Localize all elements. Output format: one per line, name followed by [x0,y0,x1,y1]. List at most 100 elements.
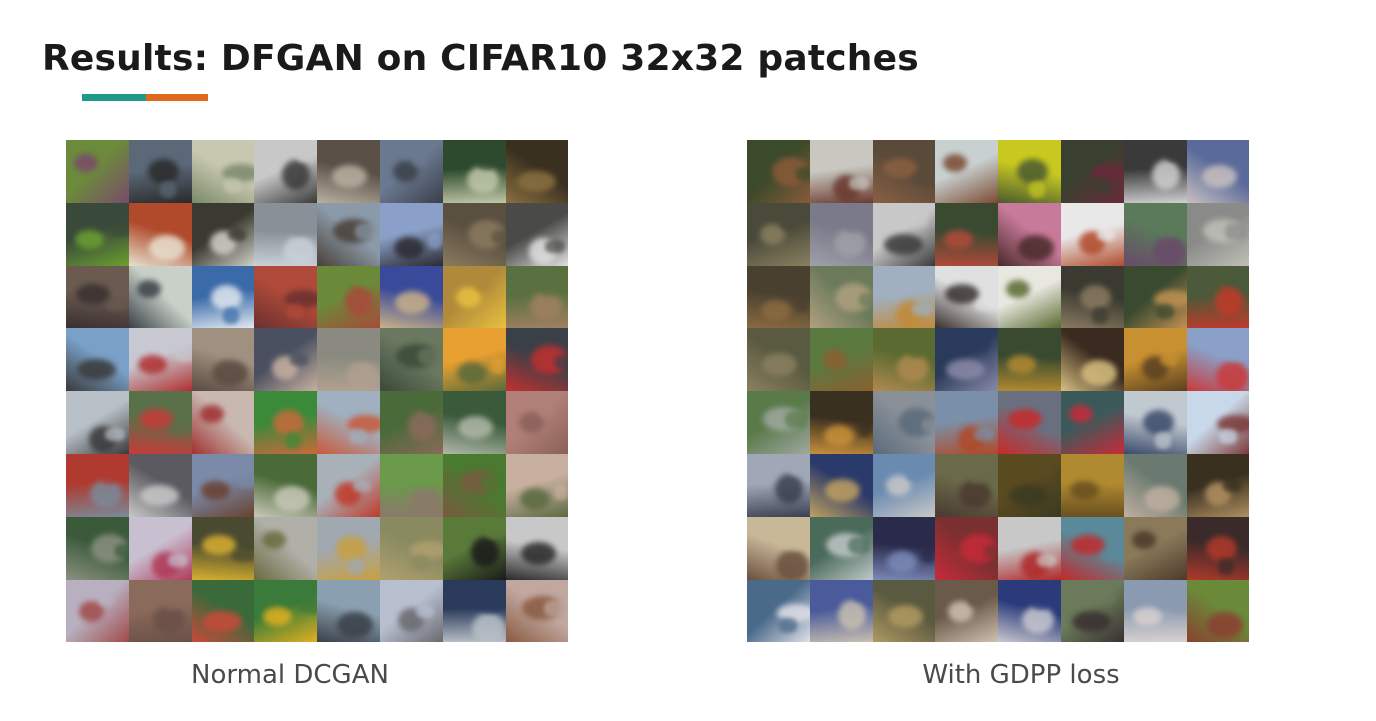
sample-image-tile [998,579,1061,643]
sample-image-tile [998,202,1061,266]
sample-image-tile [872,579,936,643]
sample-image-tile [872,202,936,266]
sample-image-tile [66,140,129,203]
sample-image-tile [747,328,810,392]
title-underline-orange [146,94,208,101]
sample-image-tile [191,453,255,517]
sample-image-tile [128,579,192,643]
sample-image-tile [1123,328,1187,392]
sample-image-tile [1123,453,1187,517]
sample-image-tile [442,579,506,643]
sample-image-tile [505,202,569,266]
sample-image-tile [66,202,129,266]
sample-image-tile [66,516,129,580]
sample-image-tile [317,579,380,643]
sample-image-tile [379,391,443,454]
sample-image-tile [66,391,129,454]
sample-image-tile [1123,516,1187,580]
title-underline-teal [82,94,146,101]
dcgan-caption: Normal DCGAN [191,660,389,690]
sample-image-tile [998,328,1061,392]
sample-image-tile [747,140,810,203]
sample-image-tile [128,140,192,203]
sample-image-tile [505,328,569,392]
sample-image-tile [128,265,192,329]
sample-image-tile [128,202,192,266]
sample-image-tile [998,265,1061,329]
sample-image-tile [998,391,1061,454]
sample-image-tile [191,265,255,329]
sample-image-tile [66,265,129,329]
sample-image-tile [442,391,506,454]
sample-image-tile [1060,579,1124,643]
sample-image-tile [505,579,569,643]
sample-image-tile [379,140,443,203]
sample-image-tile [1186,579,1250,643]
sample-image-tile [747,202,810,266]
sample-image-tile [442,202,506,266]
sample-image-tile [1186,516,1250,580]
sample-image-tile [442,265,506,329]
sample-image-tile [1123,265,1187,329]
sample-image-tile [1186,265,1250,329]
sample-image-tile [191,516,255,580]
sample-image-tile [442,140,506,203]
sample-image-tile [998,453,1061,517]
sample-image-tile [379,453,443,517]
sample-image-tile [1186,328,1250,392]
sample-image-tile [809,516,873,580]
sample-image-tile [1123,140,1187,203]
sample-image-tile [935,453,999,517]
sample-image-tile [747,453,810,517]
sample-image-tile [505,453,569,517]
sample-image-tile [935,140,999,203]
sample-image-tile [505,265,569,329]
sample-image-tile [442,453,506,517]
sample-image-tile [317,453,380,517]
sample-image-tile [1060,391,1124,454]
sample-image-tile [1123,202,1187,266]
sample-image-tile [872,391,936,454]
sample-image-tile [128,328,192,392]
sample-image-tile [379,579,443,643]
sample-image-tile [872,140,936,203]
sample-image-tile [317,516,380,580]
sample-image-tile [747,516,810,580]
dcgan-sample-grid-panel [66,140,569,643]
sample-image-tile [317,391,380,454]
sample-image-tile [317,140,380,203]
sample-image-tile [505,140,569,203]
sample-image-tile [254,328,318,392]
sample-image-tile [191,579,255,643]
slide-title: Results: DFGAN on CIFAR10 32x32 patches [42,38,919,79]
sample-image-tile [935,328,999,392]
sample-image-tile [1186,453,1250,517]
gdpp-sample-grid [747,140,1250,643]
sample-image-tile [809,328,873,392]
sample-image-tile [317,202,380,266]
sample-image-tile [872,265,936,329]
sample-image-tile [872,328,936,392]
gdpp-caption: With GDPP loss [922,660,1120,690]
sample-image-tile [872,453,936,517]
sample-image-tile [1186,140,1250,203]
dcgan-sample-grid [66,140,569,643]
sample-image-tile [379,516,443,580]
sample-image-tile [191,391,255,454]
sample-image-tile [809,453,873,517]
sample-image-tile [191,140,255,203]
sample-image-tile [1186,391,1250,454]
sample-image-tile [254,202,318,266]
sample-image-tile [935,391,999,454]
sample-image-tile [254,579,318,643]
sample-image-tile [935,579,999,643]
sample-image-tile [998,140,1061,203]
sample-image-tile [191,202,255,266]
gdpp-sample-grid-panel [747,140,1250,643]
sample-image-tile [1060,516,1124,580]
sample-image-tile [128,391,192,454]
sample-image-tile [254,516,318,580]
sample-image-tile [254,265,318,329]
sample-image-tile [747,579,810,643]
sample-image-tile [872,516,936,580]
